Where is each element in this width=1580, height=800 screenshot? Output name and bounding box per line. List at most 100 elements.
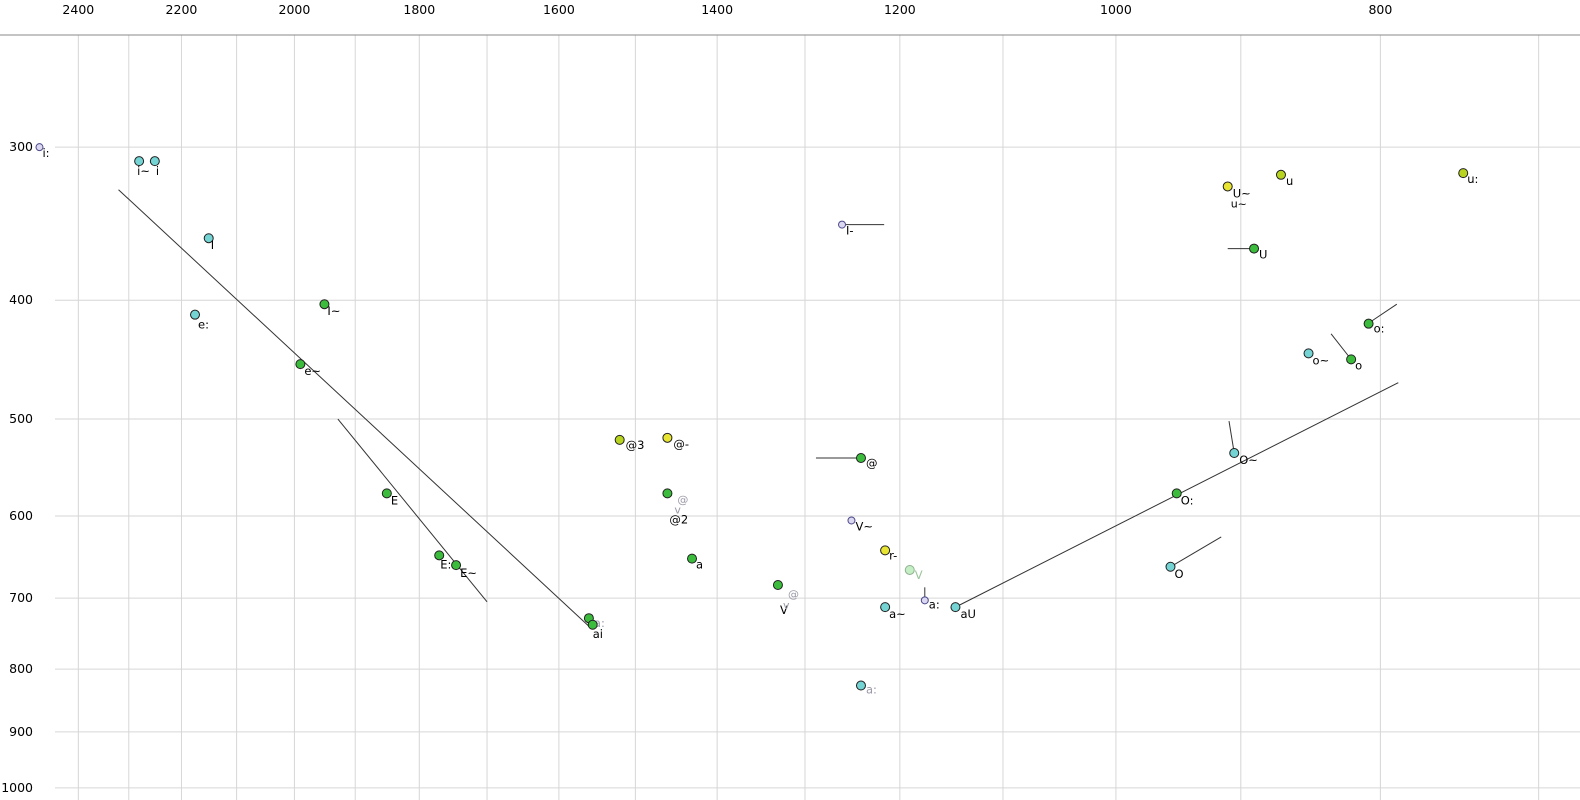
y-tick-label: 1000	[1, 780, 33, 795]
x-tick-label: 1400	[701, 2, 733, 17]
vowel-label-33: o:	[1374, 322, 1385, 336]
vowel-label-29: U	[1259, 248, 1267, 262]
vowel-point-33-o[interactable]	[1363, 318, 1374, 329]
trajectory-line-7	[1330, 333, 1352, 360]
vowel-label-26: O:	[1181, 493, 1194, 507]
y-tick-label: 400	[9, 292, 33, 307]
vowel-label-19: V	[915, 568, 923, 582]
trajectory-line-8	[1228, 421, 1235, 454]
vowel-label-6: e~	[304, 364, 321, 378]
vowel-point-35-o[interactable]	[1346, 354, 1357, 365]
vowel-point-0-i[interactable]	[35, 143, 44, 152]
vowel-point-5-I[interactable]	[319, 299, 330, 310]
trajectory-line-1	[337, 418, 488, 603]
vowel-point-3-I[interactable]	[203, 233, 214, 244]
vowel-label-10: @3	[626, 438, 645, 452]
x-tick-label: 2400	[62, 2, 94, 17]
vowel-point-28-O[interactable]	[1229, 448, 1240, 459]
vowel-label-3: I	[211, 238, 214, 252]
annotation-1: v	[674, 503, 681, 516]
y-tick-label: 600	[9, 508, 33, 523]
x-tick-label: 1600	[543, 2, 575, 17]
x-tick-label: 1200	[884, 2, 916, 17]
vowel-point-16-I[interactable]	[838, 220, 847, 229]
vowel-point-2-i[interactable]	[149, 156, 160, 167]
vowel-point-9-E[interactable]	[451, 560, 462, 571]
vowel-point-8-E[interactable]	[434, 550, 445, 561]
vowel-point-25-ai[interactable]	[587, 619, 598, 630]
vowel-point-19-V[interactable]	[904, 564, 915, 575]
vowel-label-18: r-	[889, 548, 897, 562]
x-tick-label: 1800	[403, 2, 435, 17]
vowel-point-30-U[interactable]	[1222, 181, 1233, 192]
vowel-label-22: aU	[960, 607, 975, 621]
vowel-label-35: o	[1355, 358, 1362, 372]
y-tick-label: 800	[9, 661, 33, 676]
vowel-point-20-a[interactable]	[920, 596, 929, 605]
vowel-label-13: a	[696, 558, 703, 572]
vowel-point-15-[interactable]	[855, 452, 866, 463]
vowel-label-9: E~	[460, 566, 477, 580]
vowel-point-27-O[interactable]	[1165, 561, 1176, 572]
vowel-point-21-a[interactable]	[880, 602, 891, 613]
vowel-point-10-3[interactable]	[614, 434, 625, 445]
vowel-label-8: E:	[440, 557, 451, 571]
x-tick-label: 2200	[166, 2, 198, 17]
vowel-point-14-V[interactable]	[772, 579, 783, 590]
vowel-point-22-aU[interactable]	[950, 602, 961, 613]
vowel-label-14: V	[780, 603, 788, 617]
vowel-label-24: a:	[594, 616, 605, 630]
vowel-label-25: ai	[593, 627, 603, 641]
vowel-label-23: a:	[866, 683, 877, 697]
vowel-label-31: u	[1286, 174, 1293, 188]
vowel-label-0: i:	[42, 146, 49, 160]
y-tick-label: 500	[9, 411, 33, 426]
vowel-label-4: e:	[198, 318, 209, 332]
vowel-point-11-[interactable]	[662, 432, 673, 443]
vowel-label-27: O	[1174, 567, 1183, 581]
vowel-point-26-O[interactable]	[1171, 488, 1182, 499]
vowel-point-13-a[interactable]	[687, 553, 698, 564]
vowel-point-34-o[interactable]	[1303, 348, 1314, 359]
annotation-4: u~	[1231, 197, 1247, 210]
vowel-label-15: @	[866, 456, 878, 470]
x-tick-label: 800	[1368, 2, 1392, 17]
vowel-label-21: a~	[889, 607, 906, 621]
trajectory-line-0	[118, 189, 590, 627]
annotation-3: v	[783, 599, 790, 612]
vowel-point-12-2[interactable]	[662, 488, 673, 499]
vowel-point-31-u[interactable]	[1275, 169, 1286, 180]
vowel-point-23-a[interactable]	[855, 680, 866, 691]
vowel-label-32: u:	[1467, 172, 1478, 186]
vowel-point-6-e[interactable]	[295, 359, 306, 370]
vowel-point-18-r[interactable]	[880, 545, 891, 556]
vowel-label-11: @-	[673, 437, 689, 451]
trajectory-line-6	[1371, 303, 1398, 322]
vowel-label-5: I~	[327, 304, 340, 318]
x-tick-label: 2000	[279, 2, 311, 17]
vowel-label-17: V~	[855, 519, 873, 533]
vowel-label-16: I-	[846, 224, 854, 238]
vowel-label-12: @2	[669, 512, 688, 526]
y-tick-label: 900	[9, 724, 33, 739]
vowel-point-32-u[interactable]	[1458, 168, 1469, 179]
vowel-point-1-i[interactable]	[134, 156, 145, 167]
vowel-label-2: i	[156, 164, 159, 178]
annotation-0: @	[677, 493, 688, 506]
vowel-label-1: i~	[137, 164, 150, 178]
vowel-label-34: o~	[1313, 353, 1330, 367]
vowel-point-29-U[interactable]	[1249, 243, 1260, 254]
vowel-point-17-V[interactable]	[847, 516, 856, 525]
vowel-label-20: a:	[929, 597, 940, 611]
x-tick-label: 1000	[1100, 2, 1132, 17]
vowel-label-30: U~	[1233, 186, 1251, 200]
vowel-point-4-e[interactable]	[190, 309, 201, 320]
vowel-label-7: E	[391, 493, 398, 507]
annotation-2: @	[788, 588, 799, 601]
vowel-point-7-E[interactable]	[381, 488, 392, 499]
y-tick-label: 700	[9, 590, 33, 605]
trajectory-line-9	[1170, 536, 1222, 568]
